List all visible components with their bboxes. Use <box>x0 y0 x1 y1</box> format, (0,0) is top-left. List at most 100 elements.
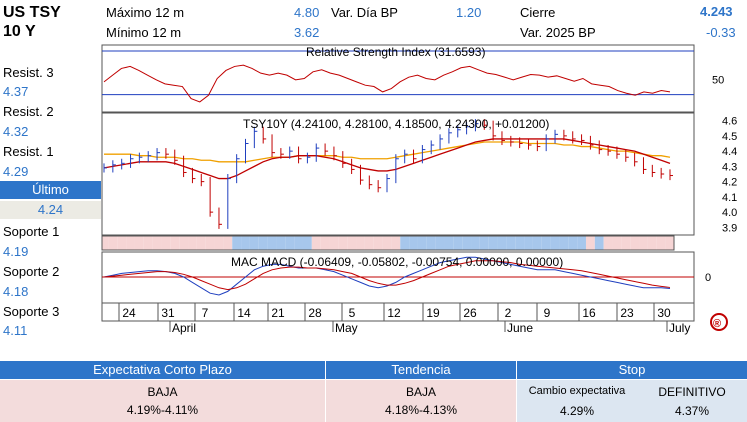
regime-strip-cell <box>214 236 224 250</box>
price-y-tick: 3.9 <box>722 222 737 234</box>
regime-strip-cell <box>656 236 666 250</box>
rsi-panel: 50 <box>102 50 724 103</box>
macd-series-line-1 <box>103 260 671 291</box>
regime-strip-cell <box>559 236 569 250</box>
regime-strip-cell <box>320 236 330 250</box>
regime-strip-cell <box>594 236 604 250</box>
price-y-tick: 4.2 <box>722 177 737 189</box>
price-y-tick: 4.3 <box>722 161 737 173</box>
regime-strip-cell <box>196 236 206 250</box>
x-tick-label: 12 <box>387 306 401 320</box>
regime-strip-cell <box>417 236 427 250</box>
tenor-title: 10 Y <box>3 23 36 40</box>
soporte2-label: Soporte 2 <box>3 264 60 279</box>
price-panel: 4.6 4.5 4.4 4.3 4.2 4.1 4.0 3.9 <box>103 116 737 234</box>
cambio-label: Cambio expectativa <box>528 385 626 397</box>
stop-header: Stop <box>517 361 747 379</box>
xaxis-frame <box>101 302 695 322</box>
regime-strip-cell <box>338 236 348 250</box>
regime-strip-cell <box>479 236 489 250</box>
resist2-label: Resist. 2 <box>3 104 54 119</box>
x-tick-label: 23 <box>620 306 634 320</box>
regime-strip-cell <box>630 236 640 250</box>
ultimo-value: 4.24 <box>0 201 101 219</box>
regime-strip-cell <box>232 236 242 250</box>
soporte3-value: 4.11 <box>3 323 28 338</box>
regime-strip-cell <box>223 236 233 250</box>
tendencia-range: 4.18%-4.13% <box>384 403 458 417</box>
x-tick-label: 9 <box>544 306 551 320</box>
soporte1-value: 4.19 <box>3 244 29 259</box>
regime-strip-cell <box>170 236 180 250</box>
resist3-value: 4.37 <box>3 84 29 99</box>
resist1-value: 4.29 <box>3 164 29 179</box>
regime-strip-cell <box>497 236 507 250</box>
brand-logo-icon: ® <box>710 313 728 331</box>
regime-strip-cell <box>665 236 674 250</box>
definitivo-value: 4.37% <box>674 404 710 418</box>
x-tick-label: 19 <box>426 306 440 320</box>
regime-strip-cell <box>577 236 586 250</box>
regime-strip-cell <box>126 236 135 250</box>
x-tick-label: 7 <box>202 306 209 320</box>
regime-strip-cell <box>241 236 250 250</box>
x-tick-label: 30 <box>657 306 671 320</box>
soporte2-value: 4.18 <box>3 284 29 299</box>
resist3-label: Resist. 3 <box>3 65 54 80</box>
var-2025-label: Var. 2025 BP <box>520 25 596 40</box>
x-tick-label: 21 <box>271 306 285 320</box>
price-y-tick: 4.0 <box>722 207 737 219</box>
rsi-y-tick: 50 <box>712 75 724 87</box>
price-title: TSY10Y (4.24100, 4.28100, 4.18500, 4.243… <box>243 117 549 131</box>
regime-strip-cell <box>621 236 631 250</box>
regime-strip-cell <box>267 236 277 250</box>
regime-strip-cell <box>435 236 445 250</box>
stop-cell: Cambio expectativa 4.29% DEFINITIVO 4.37… <box>517 380 747 422</box>
x-tick-label: 28 <box>308 306 322 320</box>
regime-strip-cell <box>444 236 454 250</box>
instrument-title: US TSY <box>3 4 61 21</box>
expectativa-value: BAJA <box>147 385 178 399</box>
regime-strip-cell <box>639 236 648 250</box>
month-label: July <box>669 321 690 335</box>
regime-strip-cell <box>462 236 472 250</box>
regime-strip-cell <box>524 236 533 250</box>
regime-strip-cell <box>409 236 418 250</box>
cierre-value: 4.243 <box>700 4 733 19</box>
max-12m-value: 4.80 <box>294 5 320 20</box>
regime-strip <box>101 235 675 251</box>
price-y-tick: 4.6 <box>722 116 737 128</box>
definitivo-label: DEFINITIVO <box>658 385 726 399</box>
min-12m-value: 3.62 <box>294 25 320 40</box>
regime-strip-cell <box>311 236 321 250</box>
regime-strip-cell <box>347 236 357 250</box>
month-label: April <box>172 321 196 335</box>
moving-average-line-1 <box>103 138 671 180</box>
regime-strip-cell <box>102 236 109 250</box>
macd-panel: 0 <box>102 256 711 296</box>
cierre-label: Cierre <box>520 5 556 20</box>
resist1-label: Resist. 1 <box>3 144 54 159</box>
month-label: June <box>507 321 533 335</box>
rsi-panel-frame <box>101 44 695 113</box>
regime-strip-cell <box>515 236 525 250</box>
x-tick-label: 16 <box>582 306 596 320</box>
regime-strip-cell <box>356 236 365 250</box>
moving-average-line-0 <box>104 141 671 163</box>
regime-strip-cell <box>329 236 339 250</box>
x-tick-label: 2 <box>505 306 512 320</box>
x-tick-label: 5 <box>349 306 356 320</box>
price-y-tick: 4.4 <box>722 146 737 158</box>
regime-strip-frame <box>101 235 675 251</box>
price-y-tick: 4.1 <box>722 192 737 204</box>
var-2025-value: -0.33 <box>706 25 736 40</box>
price-y-tick: 4.5 <box>722 131 737 143</box>
regime-strip-cell <box>179 236 189 250</box>
soporte3-label: Soporte 3 <box>3 304 60 319</box>
expectativa-header: Expectativa Corto Plazo <box>0 361 325 379</box>
regime-strip-cell <box>532 236 542 250</box>
regime-strip-cell <box>647 236 657 250</box>
regime-strip-cell <box>373 236 383 250</box>
regime-strip-cell <box>603 236 613 250</box>
expectativa-cell: BAJA 4.19%-4.11% <box>0 380 325 422</box>
